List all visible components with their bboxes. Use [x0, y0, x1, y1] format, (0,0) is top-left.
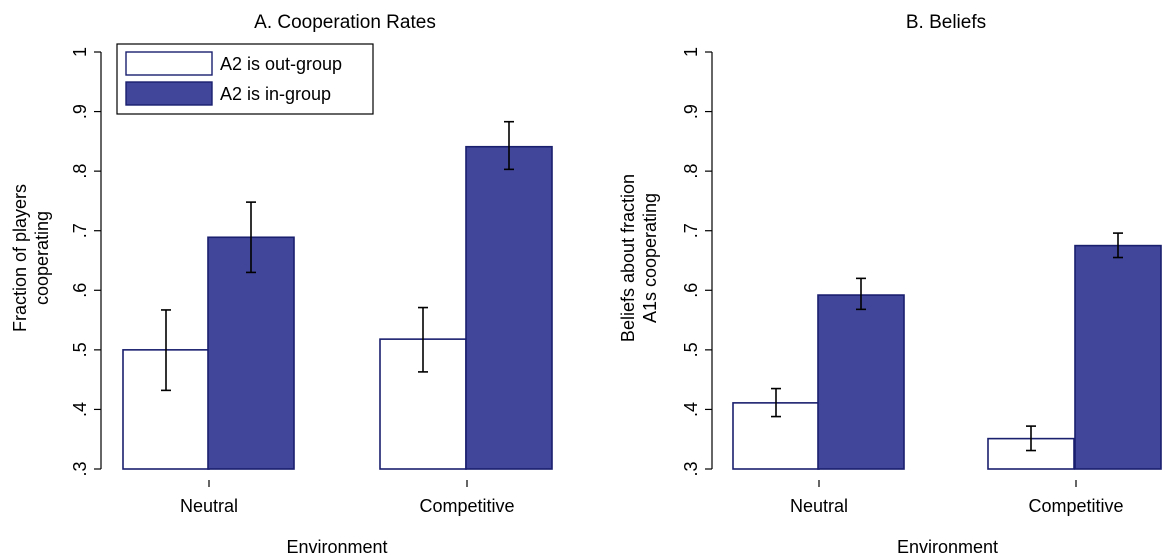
chart-panel-2: B. Beliefs .3 .4 .5 .6 .7 .8 .9 1 Beliefs about f… [618, 12, 1162, 557]
y-tick-label: 1 [70, 47, 90, 57]
y-tick-label: .9 [681, 104, 701, 119]
y-tick-label: .7 [70, 223, 90, 238]
y-tick-label: .5 [681, 342, 701, 357]
bar [207, 236, 295, 470]
y-tick-label: .4 [681, 402, 701, 417]
y-tick-label: .3 [70, 461, 90, 476]
legend-label: A2 is in-group [220, 84, 331, 104]
bar [817, 294, 905, 470]
chart-panel-1: A. Cooperation Rates .3 .4 .5 .6 .7 .8 .9 1 Fract… [10, 12, 553, 557]
y-tick-label: .7 [681, 223, 701, 238]
x-tick-label: Neutral [180, 496, 238, 516]
y-tick-label: .4 [70, 402, 90, 417]
bar [465, 145, 553, 470]
y-axis-label: A1s cooperating [640, 193, 660, 323]
legend-swatch [125, 51, 213, 76]
x-tick-label: Competitive [1028, 496, 1123, 516]
y-tick-label: .6 [681, 283, 701, 298]
y-axis-label: Beliefs about fraction [618, 174, 638, 342]
y-axis-label: cooperating [32, 211, 52, 305]
y-tick-label: .9 [70, 104, 90, 119]
y-tick-label: .8 [70, 164, 90, 179]
chart-title: B. Beliefs [906, 12, 986, 33]
y-tick-label: .8 [681, 164, 701, 179]
y-tick-label: .3 [681, 461, 701, 476]
y-tick-label: 1 [681, 47, 701, 57]
y-tick-label: .6 [70, 283, 90, 298]
y-axis-label: Fraction of players [10, 184, 30, 332]
x-axis-label: Environment [286, 537, 387, 557]
legend-swatch [125, 81, 213, 106]
legend-label: A2 is out-group [220, 54, 342, 74]
legend: A2 is out-group A2 is in-group [116, 43, 374, 115]
x-tick-label: Competitive [419, 496, 514, 516]
bar [1074, 244, 1162, 470]
chart-title: A. Cooperation Rates [254, 12, 436, 33]
y-tick-label: .5 [70, 342, 90, 357]
x-tick-label: Neutral [790, 496, 848, 516]
x-axis-label: Environment [897, 537, 998, 557]
